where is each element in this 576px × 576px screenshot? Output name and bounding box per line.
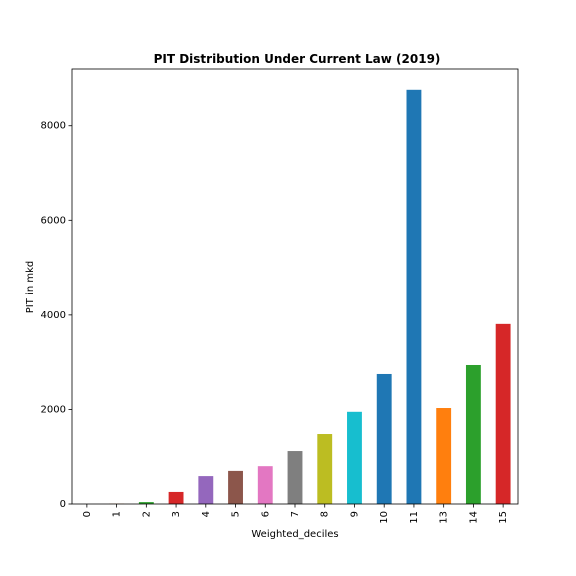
x-tick-label-9: 9	[349, 511, 360, 517]
bar-9	[347, 411, 362, 504]
bar-4	[198, 476, 214, 504]
bar-13	[436, 408, 452, 504]
y-tick-label-4000: 4000	[41, 310, 66, 321]
plot-frame	[71, 68, 519, 505]
y-axis-label: PIT in mkd	[25, 261, 36, 313]
x-tick-label-7: 7	[290, 511, 301, 517]
y-tick-label-0: 0	[60, 499, 66, 510]
y-tick-label-6000: 6000	[41, 215, 66, 226]
x-tick-label-3: 3	[171, 511, 182, 517]
x-axis-label: Weighted_deciles	[251, 529, 338, 540]
y-tick-label-8000: 8000	[41, 121, 66, 132]
bar-5	[228, 470, 243, 504]
bar-15	[495, 323, 511, 504]
x-axis: 0 1 2 3 4 5 6 7 8 9 10 11 13 14 15	[82, 504, 509, 524]
x-tick-label-14: 14	[468, 511, 479, 524]
x-tick-label-0: 0	[82, 511, 93, 517]
x-tick-label-11: 11	[409, 511, 420, 524]
x-tick-label-5: 5	[231, 511, 242, 517]
x-tick-label-2: 2	[141, 511, 152, 517]
chart-title: PIT Distribution Under Current Law (2019…	[154, 52, 441, 66]
x-tick-label-4: 4	[201, 511, 212, 517]
x-tick-label-15: 15	[498, 511, 509, 524]
x-tick-label-1: 1	[112, 511, 123, 517]
bar-2	[138, 502, 154, 504]
y-tick-label-2000: 2000	[41, 404, 66, 415]
x-tick-label-6: 6	[260, 511, 271, 517]
bar-6	[257, 466, 273, 504]
bar-11	[406, 89, 422, 505]
bar-3	[168, 491, 184, 504]
x-tick-label-10: 10	[379, 511, 390, 524]
bars-group	[109, 89, 511, 505]
x-tick-label-8: 8	[320, 511, 331, 517]
bar-8	[317, 434, 333, 504]
y-axis: 0 2000 4000 6000 8000	[41, 121, 72, 510]
x-tick-label-13: 13	[439, 511, 450, 524]
bar-7	[287, 451, 303, 504]
bar-14	[465, 364, 481, 504]
bar-10	[376, 373, 392, 504]
